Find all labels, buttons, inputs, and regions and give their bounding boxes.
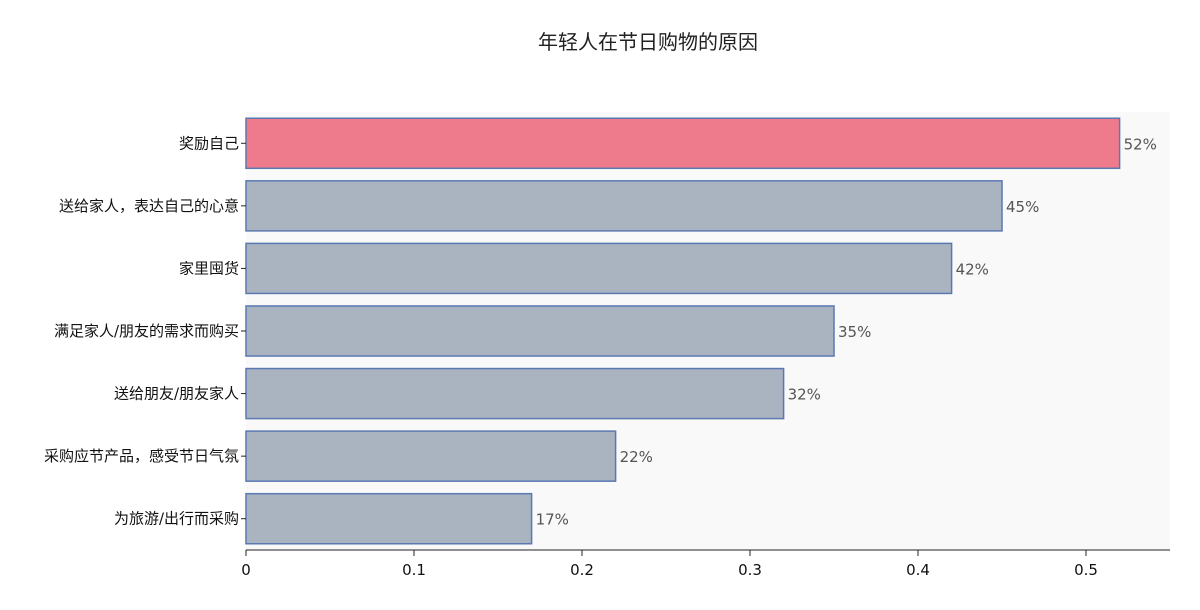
category-label: 奖励自己 [179,134,239,152]
x-axis: 0 0.1 0.2 0.3 0.4 0.5 [241,549,1170,579]
bars-group [245,117,1121,545]
bar [245,430,617,482]
x-tick-label: 0.2 [570,561,594,579]
data-label: 17% [536,511,569,529]
bar [245,117,1121,170]
data-label: 35% [838,323,871,341]
bar [245,242,953,295]
category-label: 满足家人/朋友的需求而购买 [54,322,239,340]
x-tick-label: 0.5 [1074,561,1098,579]
category-label: 家里囤货 [179,259,239,277]
x-tick-label: 0 [241,561,251,579]
category-label: 送给家人，表达自己的心意 [59,197,239,215]
x-tick-label: 0.3 [738,561,762,579]
x-tick-label: 0.4 [906,561,930,579]
bar [245,305,835,357]
data-label: 45% [1006,198,1039,216]
data-label: 42% [956,260,989,278]
bar [245,492,533,545]
category-label: 送给朋友/朋友家人 [114,385,239,403]
chart-title: 年轻人在节日购物的原因 [538,30,758,54]
category-label: 采购应节产品，感受节日气氛 [44,447,239,465]
x-tick-label: 0.1 [402,561,426,579]
data-label: 22% [620,448,653,466]
bar [245,180,1003,232]
data-label: 52% [1124,135,1157,153]
bar [245,367,785,420]
data-label: 32% [788,386,821,404]
labels-group: 奖励自己 52% 送给家人，表达自己的心意 45% 家里囤货 42% 满足家人/朋友的需求而… [44,134,1157,528]
category-label: 为旅游/出行而采购 [114,510,239,528]
